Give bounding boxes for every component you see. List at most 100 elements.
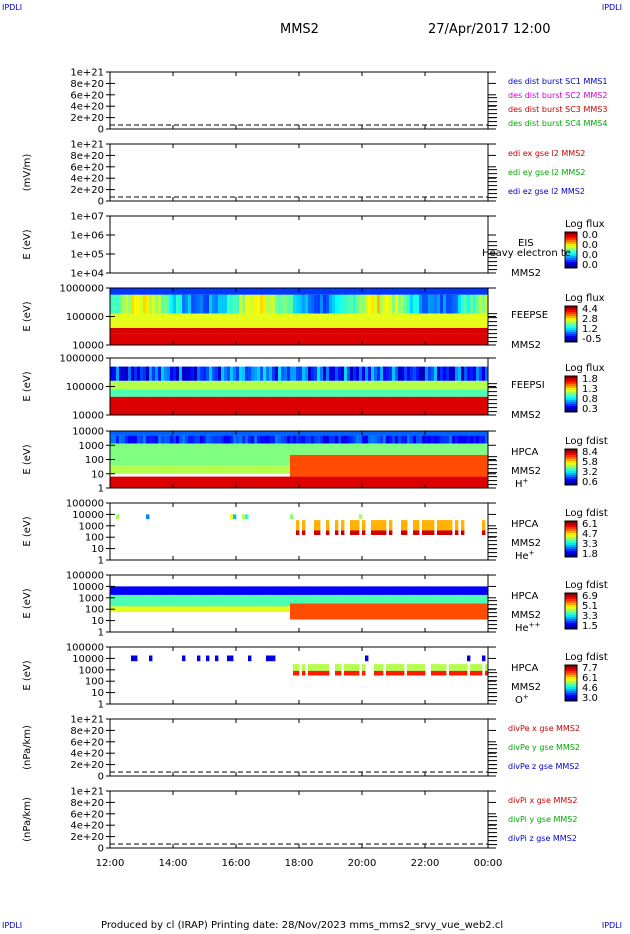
colorbar-swatch: [565, 481, 577, 484]
spectrogram-cell: [296, 476, 300, 488]
spectrogram-cell: [257, 443, 261, 466]
spectrogram-cell: [434, 380, 438, 390]
spectrogram-cell: [461, 366, 465, 381]
spectrogram-cell: [191, 431, 195, 436]
spectrogram-cell: [389, 664, 393, 671]
spectrogram-cell: [161, 465, 165, 474]
spectrogram-cell: [128, 476, 132, 488]
spectrogram-cell: [464, 294, 468, 314]
y-tick-label: 100000: [66, 382, 104, 393]
spectrogram-cell: [236, 313, 240, 328]
spectrogram-cell: [467, 431, 471, 436]
spectrogram-cell: [437, 603, 441, 620]
spectrogram-cell: [218, 389, 222, 397]
spectrogram-cell: [356, 595, 360, 604]
spectrogram-cell: [209, 476, 213, 488]
spectrogram-cell: [371, 313, 375, 328]
spectrogram-cell: [158, 431, 162, 436]
spectrogram-cell: [362, 454, 366, 477]
spectrogram-cell: [242, 595, 246, 607]
colorbar-swatch: [565, 535, 577, 538]
spectrogram-cell: [215, 606, 219, 613]
spectrogram-cell: [284, 595, 288, 607]
spectrogram-cell: [134, 294, 138, 314]
spectrogram-cell: [179, 396, 183, 400]
spectrogram-cell: [275, 396, 279, 400]
spectrogram-cell: [191, 366, 195, 381]
spectrogram-cell: [296, 670, 300, 676]
spectrogram-cell: [356, 396, 360, 400]
spectrogram-cell: [368, 443, 372, 455]
spectrogram-cell: [353, 294, 357, 314]
spectrogram-cell: [155, 313, 159, 328]
spectrogram-cell: [284, 586, 288, 595]
spectrogram-cell: [209, 380, 213, 390]
instrument-name: EIS: [518, 238, 534, 249]
spectrogram-cell: [227, 476, 231, 488]
spectrogram-cell: [368, 399, 372, 415]
spectrogram-cell: [443, 389, 447, 397]
spectrogram-cell: [191, 586, 195, 595]
spectrogram-cell: [257, 380, 261, 390]
spectrogram-cell: [254, 595, 258, 607]
spectrogram-cell: [389, 435, 393, 444]
spectrogram-cell: [416, 380, 420, 390]
spectrogram-cell: [398, 288, 402, 295]
spectrogram-cell: [332, 399, 336, 415]
colorbar-swatch: [565, 547, 577, 550]
spectrogram-cell: [110, 431, 114, 436]
spectrogram-cell: [233, 431, 237, 436]
spectrogram-cell: [176, 366, 180, 381]
spectrogram-cell: [401, 670, 405, 676]
spectrogram-cell: [179, 389, 183, 397]
spectrogram-cell: [212, 399, 216, 415]
spectrogram-cell: [281, 399, 285, 415]
spectrogram-cell: [197, 313, 201, 328]
spectrogram-cell: [470, 670, 474, 676]
spectrogram-cell: [257, 431, 261, 436]
spectrogram-cell: [290, 443, 294, 455]
spectrogram-cell: [467, 396, 471, 400]
spectrogram-cell: [119, 333, 123, 345]
spectrogram-cell: [473, 586, 477, 595]
spectrogram-cell: [311, 313, 315, 328]
spectrogram-cell: [398, 443, 402, 455]
spectrogram-cell: [206, 586, 210, 595]
spectrogram-cell: [377, 595, 381, 604]
spectrogram-cell: [356, 454, 360, 477]
spectrogram-cell: [131, 313, 135, 328]
spectrogram-cell: [395, 435, 399, 444]
spectrogram-cell: [407, 288, 411, 295]
spectrogram-cell: [449, 313, 453, 328]
spectrogram-cell: [431, 586, 435, 595]
spectrogram-cell: [200, 606, 204, 613]
spectrogram-cell: [236, 294, 240, 314]
spectrogram-cell: [422, 366, 426, 381]
spectrogram-cell: [398, 595, 402, 604]
spectrogram-cell: [380, 313, 384, 328]
spectrogram-cell: [125, 476, 129, 488]
spectrogram-cell: [320, 454, 324, 477]
instrument-sc: MMS2: [511, 538, 541, 549]
spectrogram-cell: [311, 294, 315, 314]
spectrogram-cell: [353, 454, 357, 477]
y-axis-label: (nPa/km): [22, 725, 33, 770]
legend-entry: divPi y gse MMS2: [508, 815, 577, 824]
spectrogram-cell: [113, 595, 117, 607]
spectrogram-cell: [170, 476, 174, 488]
spectrogram-cell: [446, 431, 450, 436]
spectrogram-cell: [479, 431, 483, 436]
spectrogram-cell: [452, 476, 456, 488]
spectrogram-cell: [347, 399, 351, 415]
spectrogram-cell: [161, 380, 165, 390]
spectrogram-cell: [230, 396, 234, 400]
spectrogram-cell: [188, 476, 192, 488]
spectrogram-cell: [338, 454, 342, 477]
spectrogram-cell: [317, 476, 321, 488]
instrument-name: FEEPSE: [511, 310, 548, 321]
spectrogram-cell: [224, 476, 228, 488]
spectrogram-cell: [179, 465, 183, 474]
spectrogram-cell: [362, 399, 366, 415]
corner-label-top-left: IPDLI: [2, 3, 23, 12]
spectrogram-cell: [323, 333, 327, 345]
